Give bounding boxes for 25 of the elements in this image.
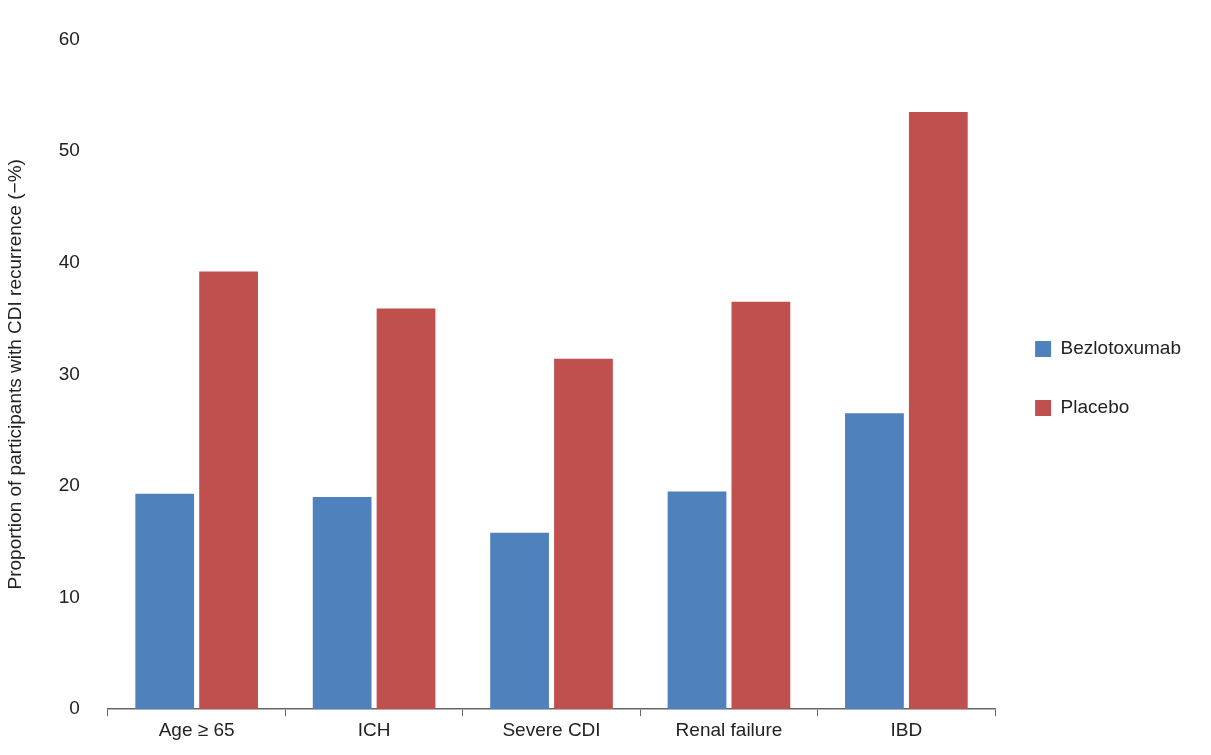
x-tick-label: IBD [890,718,923,740]
bar [490,532,549,710]
y-axis-title: Proportion of participants with CDI recurrence (−%) [3,159,25,590]
bar [731,301,791,710]
y-tick-label: 0 [69,697,80,719]
y-tick-label: 40 [58,250,80,272]
legend-label: Bezlotoxumab [1060,337,1181,359]
y-tick-label: 50 [58,139,80,161]
x-tick-label: ICH [357,718,391,740]
bar [667,491,727,710]
bar [376,308,436,710]
y-tick-label: 60 [58,27,80,49]
legend-label: Placebo [1060,396,1130,418]
y-tick-label: 10 [58,585,80,607]
bar [135,493,195,710]
y-tick-label: 30 [58,362,80,384]
bar [845,413,904,710]
x-tick-label: Severe CDI [502,718,601,740]
bar [908,111,968,710]
y-tick-label: 20 [58,474,80,496]
bar [199,271,258,710]
bar [554,358,613,710]
x-tick-label: Age ≥ 65 [158,718,235,740]
x-tick-label: Renal failure [675,718,783,740]
bar [312,497,372,710]
